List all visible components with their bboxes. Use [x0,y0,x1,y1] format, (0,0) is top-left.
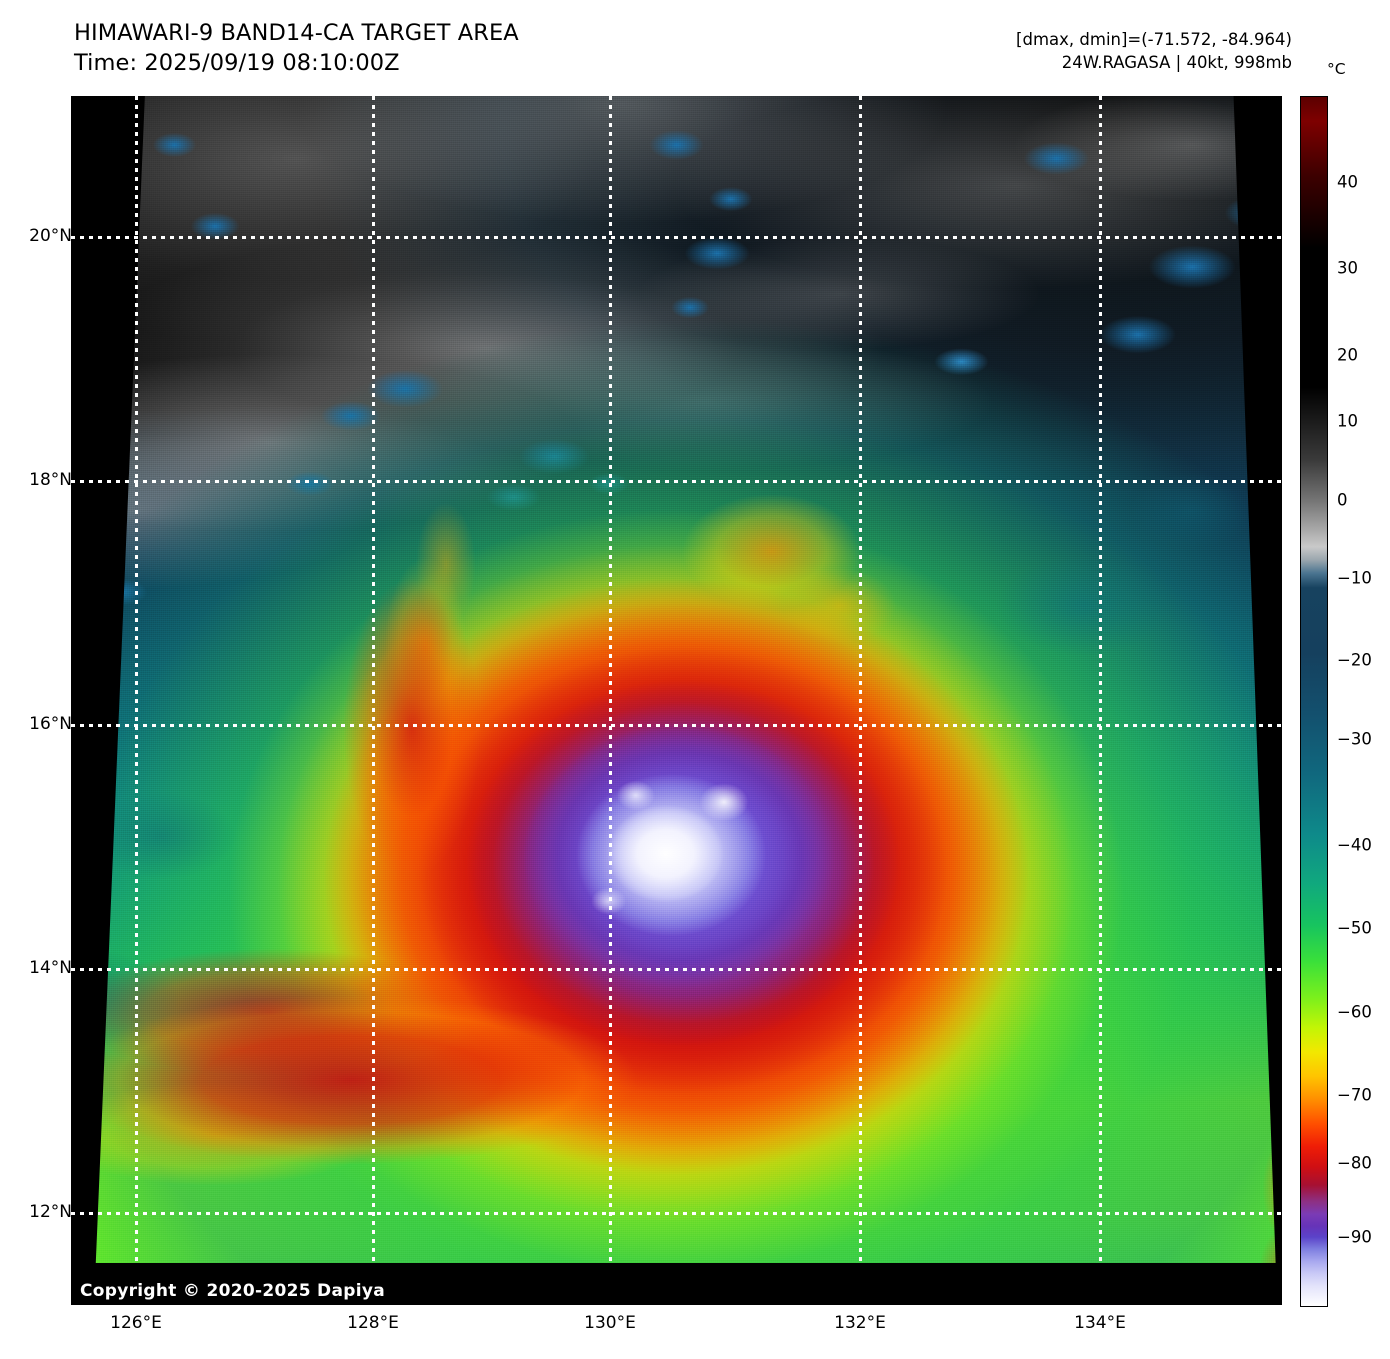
cbar-tick-40: 40 [1337,172,1358,192]
cbar-tick-m80: −80 [1337,1153,1372,1173]
dminmax-readout: [dmax, dmin]=(-71.572, -84.964) [1016,30,1292,49]
storm-readout: 24W.RAGASA | 40kt, 998mb [1061,53,1292,72]
lat-label-18N: 18°N [29,470,72,490]
lat-label-14N: 14°N [29,958,72,978]
copyright-strip [71,1263,1282,1305]
lon-label-126E: 126°E [110,1313,162,1333]
cbar-tick-m70: −70 [1337,1085,1372,1105]
cbar-tick-m20: −20 [1337,650,1372,670]
lat-label-12N: 12°N [29,1202,72,1222]
cbar-tick-m40: −40 [1337,835,1372,855]
copyright-notice: Copyright © 2020-2025 Dapiya [80,1281,385,1301]
lat-label-20N: 20°N [29,226,72,246]
page-title: HIMAWARI-9 BAND14-CA TARGET AREA Time: 2… [74,18,519,78]
metadata-block: [dmax, dmin]=(-71.572, -84.964) 24W.RAGA… [1016,28,1292,74]
lon-label-130E: 130°E [584,1313,636,1333]
cbar-tick-m30: −30 [1337,729,1372,749]
cbar-tick-10: 10 [1337,411,1358,431]
satellite-swath [94,96,1278,1305]
cbar-tick-m50: −50 [1337,918,1372,938]
lat-label-16N: 16°N [29,714,72,734]
cbar-tick-20: 20 [1337,345,1358,365]
temperature-colorbar [1300,96,1328,1307]
cbar-tick-30: 30 [1337,258,1358,278]
lon-label-128E: 128°E [347,1313,399,1333]
canopy-teal-pockets [94,96,1278,1305]
product-title: HIMAWARI-9 BAND14-CA TARGET AREA [74,20,519,46]
colorbar-unit-label: °C [1327,60,1346,78]
cbar-tick-m90: −90 [1337,1227,1372,1247]
lon-label-132E: 132°E [834,1313,886,1333]
pixel-noise-texture [94,96,1278,1305]
cbar-tick-m60: −60 [1337,1002,1372,1022]
lon-label-134E: 134°E [1074,1313,1126,1333]
satellite-image-plot [71,96,1282,1305]
cbar-tick-m10: −10 [1337,568,1372,588]
cbar-tick-0: 0 [1337,490,1348,510]
observation-time: Time: 2025/09/19 08:10:00Z [74,50,400,76]
